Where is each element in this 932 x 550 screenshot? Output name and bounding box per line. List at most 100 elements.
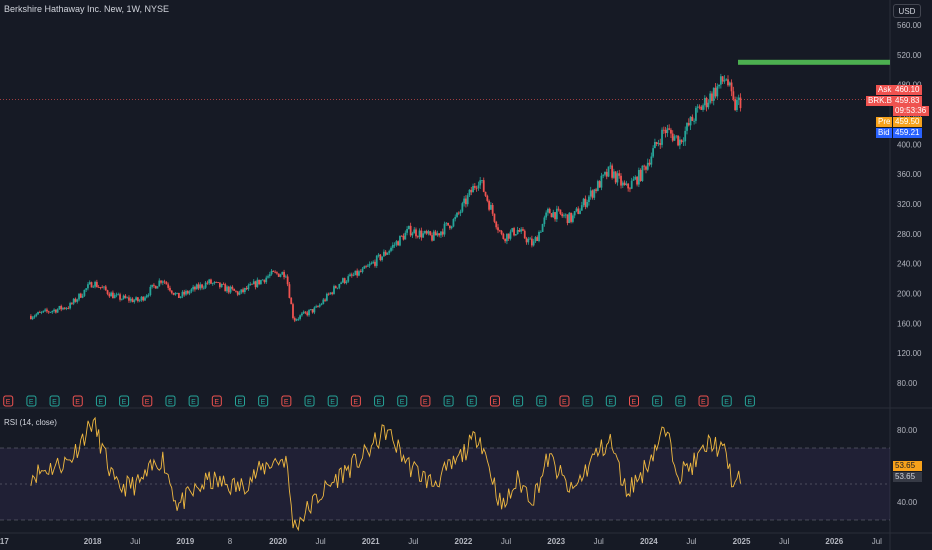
candle-body [106, 290, 109, 294]
candle-body [128, 297, 130, 301]
earnings-marker-label: E [168, 399, 173, 406]
candle-body [242, 289, 244, 293]
time-axis-label: Jul [872, 537, 882, 546]
candle-body [38, 312, 41, 313]
candle-body [345, 281, 348, 284]
candle-body [520, 229, 523, 232]
candle-body [263, 279, 266, 283]
candle-body [211, 283, 214, 284]
candle-body [595, 189, 597, 191]
earnings-marker-label: E [539, 399, 544, 406]
candle-body [213, 281, 216, 284]
earnings-marker-label: E [678, 399, 683, 406]
candle-body [249, 283, 252, 286]
candle-body [491, 204, 494, 214]
candle-body [479, 180, 482, 186]
candle-body [481, 180, 483, 181]
candle-body [523, 230, 526, 239]
chart-title: Berkshire Hathaway Inc. New, 1W, NYSE [4, 4, 170, 14]
candle-body [680, 139, 683, 143]
price-axis-tick: 280.00 [897, 230, 922, 239]
candle-body [87, 284, 89, 289]
candle-body [331, 292, 334, 294]
candle-body [456, 212, 458, 217]
candle-body [707, 102, 710, 108]
candle-body [104, 286, 107, 291]
candle-body [477, 185, 480, 189]
candle-body [71, 303, 73, 304]
candle-body [422, 233, 425, 238]
candle-body [119, 294, 121, 300]
bar-countdown: 09:53:36 [893, 106, 929, 116]
candle-body [555, 208, 558, 220]
candle-body [254, 281, 257, 288]
candle-body [711, 93, 713, 101]
currency-button[interactable]: USD [893, 4, 921, 18]
earnings-marker [72, 395, 83, 407]
time-axis-label: Jul [315, 537, 325, 546]
candle-body [340, 282, 343, 284]
ask-label: Ask [876, 85, 894, 95]
candle-body [432, 231, 435, 241]
earnings-marker-label: E [632, 399, 637, 406]
candle-body [358, 271, 360, 276]
candle-body [452, 219, 455, 227]
candle-body [202, 287, 205, 289]
candle-body [721, 76, 724, 82]
price-axis-tick: 120.00 [897, 349, 922, 358]
candle-body [589, 190, 592, 197]
earnings-marker [188, 395, 199, 407]
earnings-marker [629, 395, 640, 407]
candle-body [730, 82, 733, 92]
time-axis-label: Jul [686, 537, 696, 546]
earnings-marker [165, 395, 176, 407]
candle-body [359, 271, 362, 273]
earnings-marker [281, 395, 292, 407]
candle-body [386, 253, 389, 255]
candle-body [283, 271, 285, 278]
earnings-marker [420, 395, 431, 407]
candle-body [247, 285, 250, 290]
candle-body [472, 185, 474, 193]
earnings-marker-label: E [423, 399, 428, 406]
candle-body [695, 107, 697, 121]
candle-body [206, 282, 209, 284]
candle-body [333, 286, 335, 294]
candle-body [384, 251, 387, 255]
candle-body [126, 297, 129, 299]
candle-body [696, 106, 699, 108]
earnings-marker-label: E [492, 399, 497, 406]
candle-body [507, 233, 510, 239]
candle-body [90, 282, 93, 288]
candle-body [135, 297, 137, 301]
candle-body [582, 198, 585, 206]
earnings-marker-label: E [191, 399, 196, 406]
earnings-marker-label: E [330, 399, 335, 406]
candle-body [461, 203, 464, 212]
candle-body [571, 215, 574, 222]
earnings-marker-label: E [75, 399, 80, 406]
candle-body [712, 87, 715, 101]
candle-body [554, 212, 556, 220]
candle-body [463, 198, 466, 204]
candle-body [233, 288, 236, 291]
candle-body [732, 91, 735, 100]
candle-body [204, 282, 207, 288]
candle-body [290, 297, 293, 305]
time-axis-label: 2018 [84, 537, 102, 546]
earnings-marker-label: E [122, 399, 127, 406]
candle-body [484, 191, 487, 196]
earnings-marker-label: E [214, 399, 219, 406]
candle-body [614, 171, 617, 183]
candle-body [577, 208, 580, 214]
candle-body [678, 139, 681, 146]
candle-body [327, 293, 330, 295]
candle-body [391, 244, 394, 248]
candle-body [716, 86, 719, 97]
candle-body [151, 284, 154, 287]
candle-body [393, 244, 396, 246]
candle-body [489, 204, 492, 210]
candle-body [47, 311, 50, 313]
